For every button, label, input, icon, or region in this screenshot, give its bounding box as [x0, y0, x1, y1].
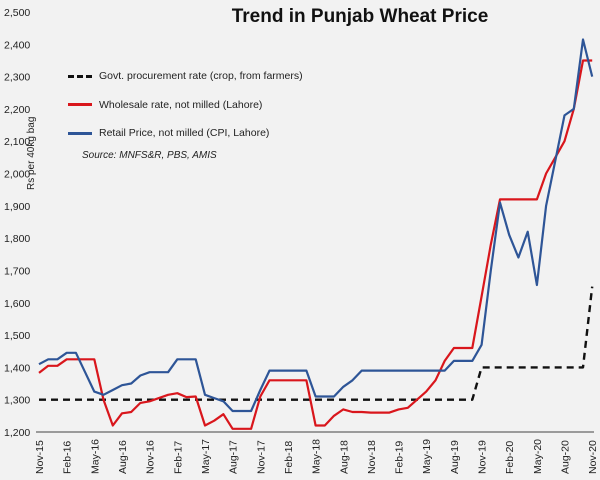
- wholesale-rate-line: [38, 59, 593, 430]
- source-note: Source: MNFS&R, PBS, AMIS: [82, 149, 217, 161]
- x-tick-label: Feb-19: [394, 441, 406, 474]
- y-tick-label: 2,100: [4, 136, 30, 148]
- legend-label-wholesale: Wholesale rate, not milled (Lahore): [99, 98, 263, 111]
- legend-label-retail: Retail Price, not milled (CPI, Lahore): [99, 127, 270, 140]
- x-tick-label: Aug-18: [338, 440, 350, 474]
- y-tick-label: 2,200: [4, 104, 30, 116]
- y-tick-label: 1,500: [4, 330, 30, 342]
- legend-item-retail: Retail Price, not milled (CPI, Lahore): [68, 119, 303, 148]
- y-tick-label: 1,800: [4, 233, 30, 245]
- x-tick-label: May-16: [89, 439, 101, 474]
- x-tick-label: Feb-17: [172, 441, 184, 474]
- x-tick-label: Aug-19: [449, 440, 461, 474]
- retail-price-line: [38, 38, 594, 413]
- x-tick-label: Aug-20: [560, 440, 572, 474]
- blue-line-swatch-icon: [68, 131, 92, 135]
- x-tick-label: Aug-16: [117, 440, 129, 474]
- y-tick-label: 2,500: [4, 7, 30, 19]
- x-tick-label: May-17: [200, 439, 212, 474]
- x-tick-label: Nov-17: [255, 440, 267, 474]
- x-tick-label: May-18: [311, 439, 323, 474]
- legend-item-wholesale: Wholesale rate, not milled (Lahore): [68, 91, 303, 120]
- x-tick-label: Feb-18: [283, 441, 295, 474]
- x-tick-label: Nov-18: [366, 440, 378, 474]
- y-axis-ticks: 1,200 1,300 1,400 1,500 1,600 1,700 1,800 1,900…: [4, 7, 30, 439]
- y-tick-label: 1,900: [4, 201, 30, 213]
- x-tick-label: Nov-16: [145, 440, 157, 474]
- y-tick-label: 2,300: [4, 72, 30, 84]
- y-tick-label: 1,400: [4, 362, 30, 374]
- y-tick-label: 1,300: [4, 395, 30, 407]
- x-tick-label: Aug-17: [228, 440, 240, 474]
- x-tick-label: Feb-20: [504, 441, 516, 474]
- series-lines: [38, 38, 594, 430]
- legend: Govt. procurement rate (crop, from farme…: [68, 62, 303, 161]
- red-line-swatch-icon: [68, 103, 92, 107]
- x-axis-ticks: Nov-15 Feb-16 May-16 Aug-16 Nov-16 Feb-17 May-…: [34, 439, 599, 474]
- chart-title: Trend in Punjab Wheat Price: [231, 6, 489, 27]
- x-tick-label: May-19: [421, 439, 433, 474]
- y-tick-label: 2,400: [4, 39, 30, 51]
- govt-procurement-line: [39, 286, 594, 401]
- x-tick-label: Nov-15: [34, 440, 46, 474]
- legend-item-govt: Govt. procurement rate (crop, from farme…: [68, 62, 303, 91]
- legend-label-govt: Govt. procurement rate (crop, from farme…: [99, 70, 303, 83]
- y-tick-label: 1,700: [4, 265, 30, 277]
- y-tick-label: 1,200: [4, 427, 30, 439]
- y-tick-label: 1,600: [4, 298, 30, 310]
- x-tick-label: Nov-19: [477, 440, 489, 474]
- x-tick-label: Feb-16: [62, 441, 74, 474]
- x-tick-label: May-20: [532, 439, 544, 474]
- dashed-line-swatch-icon: [68, 74, 92, 78]
- x-tick-label: Nov-20: [587, 440, 599, 474]
- y-tick-label: 2,000: [4, 169, 30, 181]
